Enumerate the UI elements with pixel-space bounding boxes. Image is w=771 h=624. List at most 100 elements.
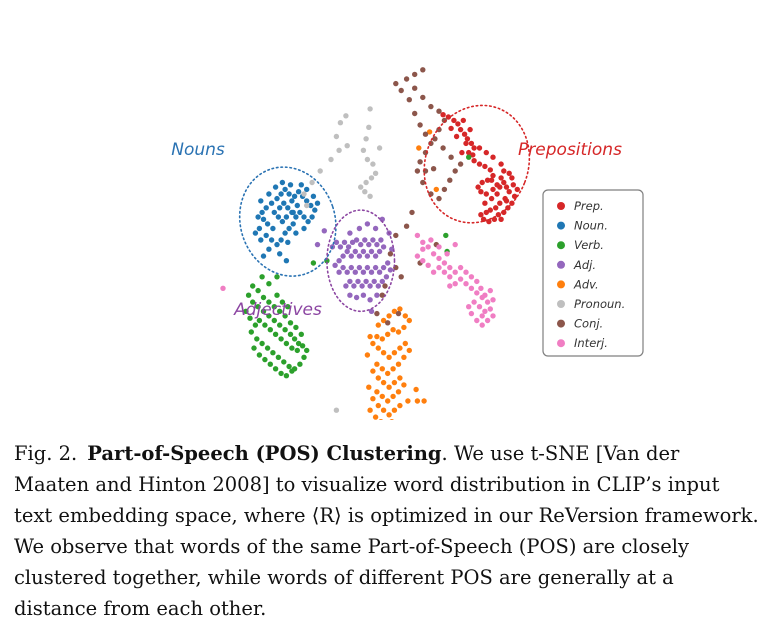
point-conj-12 (436, 195, 442, 202)
point-noun-19 (277, 205, 283, 211)
point-conj-9 (414, 168, 421, 174)
point-interj-42 (487, 287, 493, 294)
point-conj-36 (374, 310, 380, 317)
point-noun-16 (279, 218, 286, 225)
point-noun-20 (281, 200, 287, 206)
annotation-prepositions: Prepositions (518, 140, 622, 160)
point-adv-45 (378, 419, 383, 420)
point-prep-27 (501, 168, 507, 174)
point-adj-32 (360, 269, 367, 275)
point-prep-15 (487, 167, 493, 173)
point-prep-37 (478, 212, 484, 218)
point-verb-12 (289, 345, 295, 351)
point-adj-48 (351, 283, 357, 289)
point-pronoun-13 (337, 120, 344, 126)
point-adj-43 (371, 278, 377, 285)
point-interj-20 (468, 310, 475, 317)
point-interj-44 (479, 313, 485, 319)
point-adj-4 (345, 244, 352, 250)
pos-scatter-chart: Nouns Adjectives Prepositions Prep. Noun. Ve… (171, 67, 644, 420)
point-interj-10 (468, 274, 475, 280)
point-adj-9 (366, 241, 372, 248)
point-verb-6 (282, 327, 288, 333)
point-verb-8 (291, 336, 298, 342)
point-adv-12 (374, 333, 380, 340)
point-conj-8 (417, 159, 423, 165)
point-verb-47 (262, 356, 268, 363)
legend-label-pronoun: Pronoun. (574, 297, 625, 311)
point-verb-46 (256, 352, 263, 358)
point-adj-51 (347, 292, 353, 298)
series-verb (243, 154, 472, 379)
point-adj-35 (372, 264, 379, 271)
point-noun-2 (260, 216, 267, 222)
point-verb-26 (281, 359, 287, 365)
legend-label-prep: Prep. (574, 199, 604, 213)
point-noun-25 (301, 214, 307, 220)
point-conj-14 (447, 177, 453, 183)
point-interj-40 (436, 244, 442, 250)
point-adj-38 (385, 260, 391, 266)
point-verb-39 (260, 294, 267, 301)
point-interj-4 (436, 255, 442, 262)
point-noun-26 (305, 218, 311, 225)
point-prep-52 (483, 149, 489, 156)
point-noun-44 (272, 184, 279, 190)
point-pronoun-15 (336, 147, 342, 153)
caption-label: Fig. 2. (14, 442, 78, 465)
point-verb-49 (272, 366, 279, 372)
point-prep-20 (478, 189, 484, 195)
point-interj-35 (425, 262, 431, 268)
legend-item-adv: Adv. (557, 277, 599, 291)
point-pronoun-20 (304, 202, 310, 209)
point-conj-18 (440, 145, 446, 151)
point-adj-29 (348, 264, 354, 271)
point-interj-18 (479, 322, 485, 328)
point-prep-50 (498, 161, 504, 167)
legend-label-noun: Noun. (574, 219, 608, 233)
point-noun-43 (266, 191, 272, 197)
point-interj-1 (420, 239, 426, 245)
point-pronoun-16 (328, 156, 334, 163)
point-adv-11 (379, 336, 385, 342)
point-adj-49 (347, 278, 353, 285)
point-pronoun-21 (344, 143, 350, 149)
point-adj-20 (352, 248, 358, 255)
point-adj-22 (344, 248, 350, 255)
point-verb-52 (289, 368, 295, 374)
point-adj-59 (347, 230, 353, 236)
point-adj-39 (387, 267, 394, 273)
legend-item-adj: Adj. (557, 258, 596, 272)
point-noun-38 (268, 200, 275, 206)
point-conj-3 (412, 110, 418, 117)
point-conj-26 (403, 76, 410, 82)
point-noun-55 (260, 253, 267, 259)
point-verb-45 (251, 345, 257, 351)
point-pronoun-12 (343, 113, 349, 119)
point-verb-16 (267, 327, 273, 333)
point-interj-30 (452, 281, 458, 287)
point-interj-22 (471, 299, 477, 305)
point-adj-13 (380, 244, 387, 250)
point-prep-26 (498, 175, 504, 181)
point-verb-32 (298, 331, 304, 337)
point-adv-27 (370, 368, 376, 374)
point-verb-38 (266, 299, 272, 305)
point-verb-25 (275, 354, 282, 360)
point-pronoun-19 (301, 191, 307, 197)
point-adj-64 (314, 241, 321, 248)
point-adv-25 (379, 366, 385, 372)
point-adj-52 (353, 294, 360, 301)
point-noun-21 (285, 205, 291, 211)
point-adj-14 (376, 248, 383, 255)
point-interj-5 (441, 260, 448, 266)
point-prep-48 (494, 182, 500, 188)
point-interj-43 (490, 297, 496, 303)
point-pronoun-3 (360, 147, 367, 153)
point-pronoun-22 (376, 145, 383, 151)
point-adv-21 (401, 354, 407, 360)
point-adj-25 (332, 262, 338, 268)
point-prep-8 (468, 140, 475, 147)
point-prep-35 (487, 207, 493, 213)
point-verb-20 (248, 329, 254, 335)
